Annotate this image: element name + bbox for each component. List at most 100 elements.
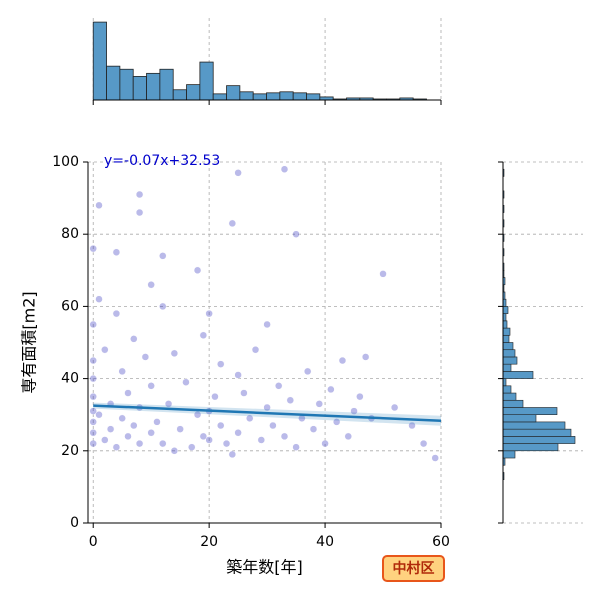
scatter-point (338, 356, 347, 365)
scatter-point (211, 392, 219, 401)
scatter-point (234, 169, 242, 177)
scatter-point (240, 389, 248, 397)
scatter-point (182, 378, 190, 386)
histogram-bar (266, 92, 281, 101)
histogram-bar (159, 68, 174, 101)
scatter-point (332, 418, 341, 426)
scatter-point (280, 432, 289, 441)
histogram-bar (502, 414, 537, 423)
scatter-point (431, 454, 439, 462)
scatter-point (147, 382, 155, 390)
histogram-bar (146, 72, 161, 101)
scatter-point (193, 266, 202, 275)
scatter-point (315, 400, 324, 408)
scatter-point (274, 382, 283, 390)
histogram-bar (502, 356, 518, 365)
histogram-bar (502, 443, 559, 452)
scatter-point (89, 418, 97, 426)
histogram-bar (502, 349, 516, 358)
histogram-bar (306, 93, 321, 101)
histogram-bar (502, 334, 510, 343)
scatter-point (234, 371, 242, 379)
scatter-point (101, 436, 109, 444)
scatter-point (234, 429, 242, 437)
scatter-point (205, 309, 213, 318)
x-axis-label: 築年数[年] (226, 558, 303, 577)
x-tick-label: 40 (316, 534, 334, 550)
x-tick-label: 20 (200, 534, 218, 550)
histogram-bar (502, 421, 566, 430)
y-axis-label: 専有面積[m2] (20, 291, 39, 393)
scatter-point (188, 443, 196, 451)
scatter-point (147, 429, 155, 437)
scatter-point (147, 280, 155, 289)
x-tick-label: 0 (89, 534, 98, 550)
y-tick-label: 40 (61, 371, 79, 387)
scatter-point (124, 432, 132, 441)
scatter-point (135, 190, 144, 199)
histogram-bar (106, 65, 121, 101)
scatter-point (135, 439, 144, 448)
scatter-point (280, 165, 289, 173)
scatter-point (356, 392, 364, 401)
scatter-point (170, 447, 179, 455)
histogram-bar (186, 84, 201, 101)
scatter-point (309, 425, 318, 433)
histogram-bar (239, 91, 254, 101)
scatter-point (89, 429, 97, 437)
histogram-bar (502, 385, 512, 394)
scatter-point (112, 443, 121, 451)
scatter-point (292, 230, 300, 238)
histogram-bar (199, 61, 214, 101)
scatter-point (118, 367, 126, 376)
badge: 中村区 (393, 560, 435, 577)
scatter-point (251, 345, 260, 354)
scatter-point (89, 392, 97, 401)
scatter-point (419, 439, 428, 448)
y-tick-label: 20 (61, 443, 79, 459)
histogram-bar (119, 68, 134, 101)
histogram-bar (502, 327, 511, 336)
scatter-point (390, 403, 399, 412)
scatter-point (118, 414, 126, 423)
scatter-point (222, 439, 231, 448)
scatter-point (89, 356, 97, 365)
scatter-point (89, 244, 97, 253)
histogram-bar (502, 428, 572, 437)
histogram-bar (502, 399, 524, 408)
scatter-point (89, 407, 97, 415)
scatter-point (106, 425, 115, 433)
histogram-bar (226, 85, 241, 101)
histogram-bar (172, 89, 187, 101)
badge-box (382, 555, 445, 582)
scatter-point (89, 374, 97, 383)
histogram-bar (502, 450, 516, 459)
scatter-point (176, 425, 184, 433)
scatter-point (216, 421, 225, 430)
scatter-point (263, 320, 271, 329)
x-tick-label: 60 (432, 534, 450, 550)
scatter-point (199, 432, 208, 441)
scatter-point (141, 353, 150, 361)
scatter-point (130, 335, 138, 343)
scatter-point (263, 403, 271, 412)
histogram-bar (502, 392, 517, 401)
scatter-point (170, 349, 179, 358)
histogram-bar (212, 93, 227, 101)
scatter-point (164, 400, 173, 408)
scatter-point (321, 439, 329, 448)
histogram-bar (502, 320, 508, 329)
scatter-point (327, 385, 335, 394)
scatter-point (228, 219, 237, 228)
scatter-point (159, 302, 167, 311)
scatter-point (292, 443, 300, 451)
scatter-point (95, 201, 103, 210)
histogram-bar (132, 76, 147, 101)
histogram-bar (292, 92, 307, 101)
scatter-point (153, 418, 161, 426)
histogram-bar (502, 363, 512, 372)
scatter-point (159, 252, 167, 260)
scatter-point (408, 421, 416, 430)
histogram-bar (502, 342, 514, 351)
